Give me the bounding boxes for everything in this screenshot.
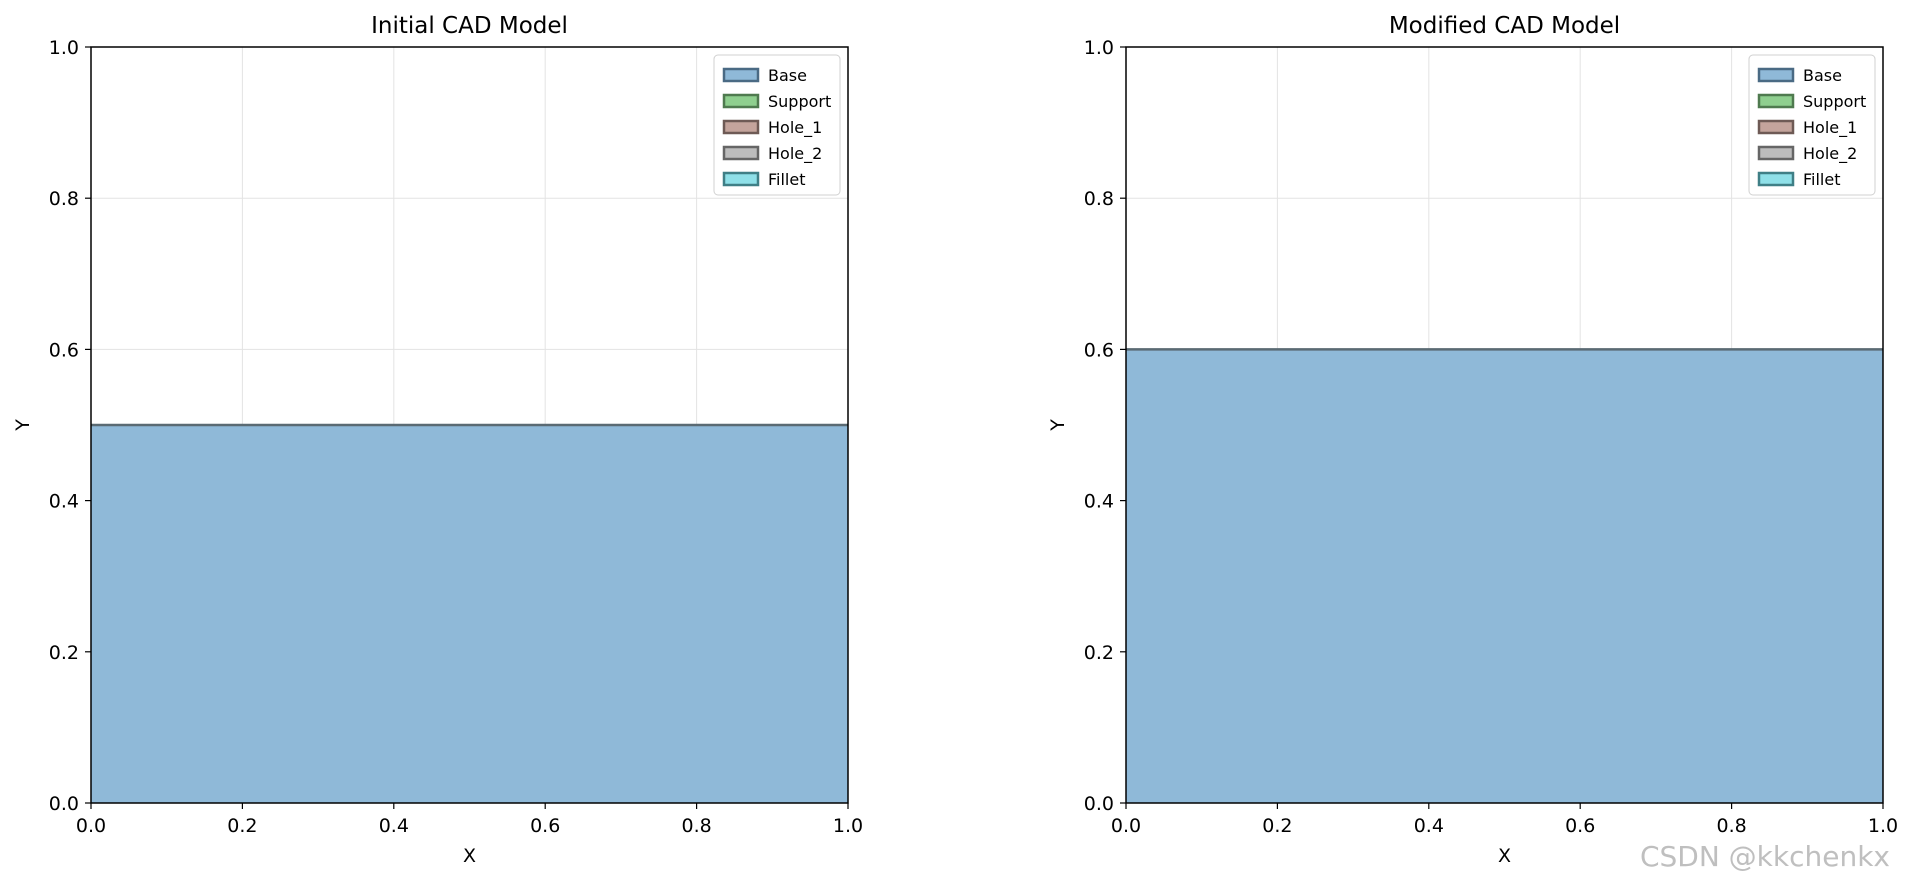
panel-2-xtick-label: 0.4	[1414, 815, 1444, 837]
panel-2-shape-base	[1126, 349, 1883, 803]
panel-2-title: Modified CAD Model	[1389, 13, 1620, 39]
panel-2-axes-frame	[1125, 46, 1884, 804]
panel-1-shape-base	[91, 425, 848, 803]
panel-1-legend-swatch-hole_2	[722, 145, 760, 161]
panel-2-legend-label-hole_1: Hole_1	[1803, 118, 1857, 138]
panel-1-xtick-label: 0.2	[227, 815, 257, 837]
panel-1-xtick-label: 0.6	[530, 815, 560, 837]
panel-1-legend-label-fillet: Fillet	[768, 170, 806, 189]
panel-1-xtick-label: 0.0	[76, 815, 106, 837]
panel-1-ylabel: Y	[12, 419, 34, 432]
panel-1-legend-swatch-base	[722, 67, 760, 83]
panel-2-xtick-label: 0.8	[1716, 815, 1746, 837]
panel-1-xtick-label: 0.4	[379, 815, 409, 837]
panel-1-axes-frame	[90, 46, 849, 804]
panel-2-xtick-label: 0.2	[1262, 815, 1292, 837]
panel-2-legend-swatch-support	[1757, 93, 1795, 109]
panel-1-legend-label-support: Support	[768, 92, 831, 111]
panel-2-ytick-label: 1.0	[1084, 37, 1114, 59]
panel-2-ytick-label: 0.8	[1084, 188, 1114, 210]
panel-2-ytick-label: 0.2	[1084, 642, 1114, 664]
panel-2-legend-label-base: Base	[1803, 66, 1842, 85]
panel-2-legend-label-hole_2: Hole_2	[1803, 144, 1857, 164]
panel-1-title: Initial CAD Model	[371, 13, 568, 39]
panel-2-legend-label-support: Support	[1803, 92, 1866, 111]
panel-1-legend-swatch-hole_1	[722, 119, 760, 135]
panel-1-ytick-label: 0.8	[49, 188, 79, 210]
panel-2-legend-swatch-hole_2	[1757, 145, 1795, 161]
panel-1-ytick-label: 0.4	[49, 491, 79, 513]
panel-2-legend-swatch-fillet	[1757, 171, 1795, 187]
panel-2-xtick-label: 1.0	[1868, 815, 1898, 837]
watermark: CSDN @kkchenkx	[1639, 840, 1890, 873]
panel-1-legend-label-hole_1: Hole_1	[768, 118, 822, 138]
panel-1-xlabel: X	[463, 845, 476, 867]
panel-1-legend-label-hole_2: Hole_2	[768, 144, 822, 164]
panel-1-ytick-label: 0.2	[49, 642, 79, 664]
panel-1-legend-label-base: Base	[768, 66, 807, 85]
panel-2-xlabel: X	[1498, 845, 1511, 867]
panel-2-xtick-label: 0.0	[1111, 815, 1141, 837]
panel-1-ytick-label: 0.6	[49, 339, 79, 361]
panel-2-legend-swatch-base	[1757, 67, 1795, 83]
panel-1-legend-swatch-support	[722, 93, 760, 109]
panel-2-legend-swatch-hole_1	[1757, 119, 1795, 135]
panel-1-xtick-label: 0.8	[681, 815, 711, 837]
panel-2-xtick-label: 0.6	[1565, 815, 1595, 837]
panel-1-ytick-label: 1.0	[49, 37, 79, 59]
panel-2-legend-label-fillet: Fillet	[1803, 170, 1841, 189]
panel-2-ytick-label: 0.0	[1084, 793, 1114, 815]
panel-2-ytick-label: 0.4	[1084, 491, 1114, 513]
panel-1-ytick-label: 0.0	[49, 793, 79, 815]
panel-1-xtick-label: 1.0	[833, 815, 863, 837]
panel-2-ylabel: Y	[1047, 419, 1069, 432]
panel-1-legend-swatch-fillet	[722, 171, 760, 187]
panel-2-ytick-label: 0.6	[1084, 339, 1114, 361]
